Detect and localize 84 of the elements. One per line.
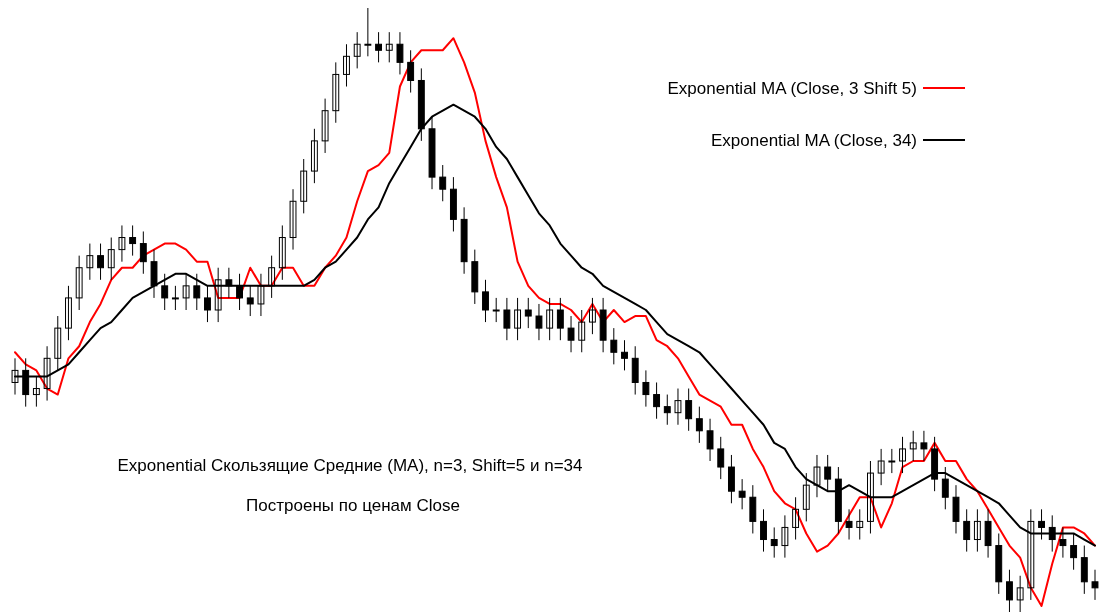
candlestick — [407, 49, 415, 94]
candlestick — [75, 255, 83, 311]
candlestick — [171, 285, 179, 311]
candlestick — [310, 128, 318, 184]
candlestick — [300, 158, 308, 214]
candlestick — [268, 255, 276, 299]
candlestick — [65, 285, 72, 341]
candlestick — [503, 297, 511, 341]
candlestick — [877, 448, 885, 486]
candlestick — [289, 188, 297, 251]
candlestick — [899, 436, 906, 474]
candlestick — [514, 297, 522, 341]
candlestick — [1091, 569, 1099, 601]
candlestick — [738, 478, 746, 510]
candlestick — [685, 388, 693, 432]
candlestick — [706, 418, 714, 462]
candlestick — [524, 297, 532, 329]
candlestick — [332, 61, 340, 124]
candlestick — [182, 273, 190, 311]
candlestick — [214, 267, 222, 323]
candlestick — [642, 369, 650, 408]
candlestick — [963, 508, 971, 553]
legend-label: Exponential MA (Close, 34) — [711, 130, 917, 150]
candlestick — [1006, 569, 1013, 613]
candlestick — [888, 448, 896, 474]
candlestick — [86, 243, 94, 281]
candlestick — [343, 43, 350, 88]
annotation: Построены по ценам Close — [246, 495, 460, 515]
candlestick — [396, 31, 404, 75]
candlestick — [546, 297, 554, 341]
candlestick — [139, 230, 147, 275]
candlestick — [225, 267, 233, 299]
candlestick — [257, 273, 265, 317]
candlestick — [43, 345, 51, 402]
candlestick — [129, 224, 137, 257]
candlestick — [278, 224, 286, 281]
candlestick — [535, 303, 543, 341]
candlestick — [653, 381, 661, 420]
candlestick — [353, 31, 361, 69]
candlestick — [845, 508, 853, 541]
candlestick — [567, 315, 575, 353]
candlestick — [663, 394, 671, 426]
candlestick — [482, 279, 489, 323]
candlestick — [236, 273, 243, 311]
candlestick — [578, 309, 586, 353]
candlestick — [856, 508, 864, 541]
candlestick — [621, 339, 628, 371]
candlestick — [118, 224, 126, 263]
candlestick — [54, 315, 62, 371]
candlestick — [204, 285, 211, 323]
candlestick — [385, 31, 393, 63]
candlestick — [439, 164, 447, 202]
candlestick — [97, 243, 104, 281]
candlestick — [1016, 575, 1024, 613]
candlestick — [674, 388, 682, 426]
candlestick — [556, 297, 564, 341]
candlestick — [802, 472, 810, 522]
candlestick — [588, 297, 596, 335]
candlestick — [717, 436, 725, 480]
candlestick — [909, 430, 917, 462]
candlestick — [161, 273, 169, 311]
candlestick — [695, 406, 703, 444]
candlestick — [813, 454, 821, 498]
candlestick — [760, 508, 767, 553]
candlestick — [792, 496, 800, 541]
candlestick — [973, 508, 981, 553]
annotation: Exponential Скользящие Средние (MA), n=3, Shift=5 и n=34 — [117, 455, 583, 475]
candlestick — [610, 327, 618, 365]
candlestick — [364, 7, 372, 57]
candlestick — [824, 454, 832, 492]
candlestick — [321, 98, 329, 154]
candlestick — [781, 514, 789, 559]
candlestick — [867, 460, 874, 534]
candlestick — [375, 31, 383, 63]
legend-label: Exponential MA (Close, 3 Shift 5) — [667, 78, 917, 98]
candlestick — [32, 375, 40, 408]
candlestick — [770, 526, 778, 559]
candlestick — [1038, 508, 1045, 541]
candlestick — [920, 430, 928, 462]
candlestick — [246, 285, 254, 317]
candlestick — [107, 237, 115, 281]
candlestick — [941, 466, 949, 510]
candlestick — [193, 273, 201, 311]
candlestick — [492, 297, 500, 323]
